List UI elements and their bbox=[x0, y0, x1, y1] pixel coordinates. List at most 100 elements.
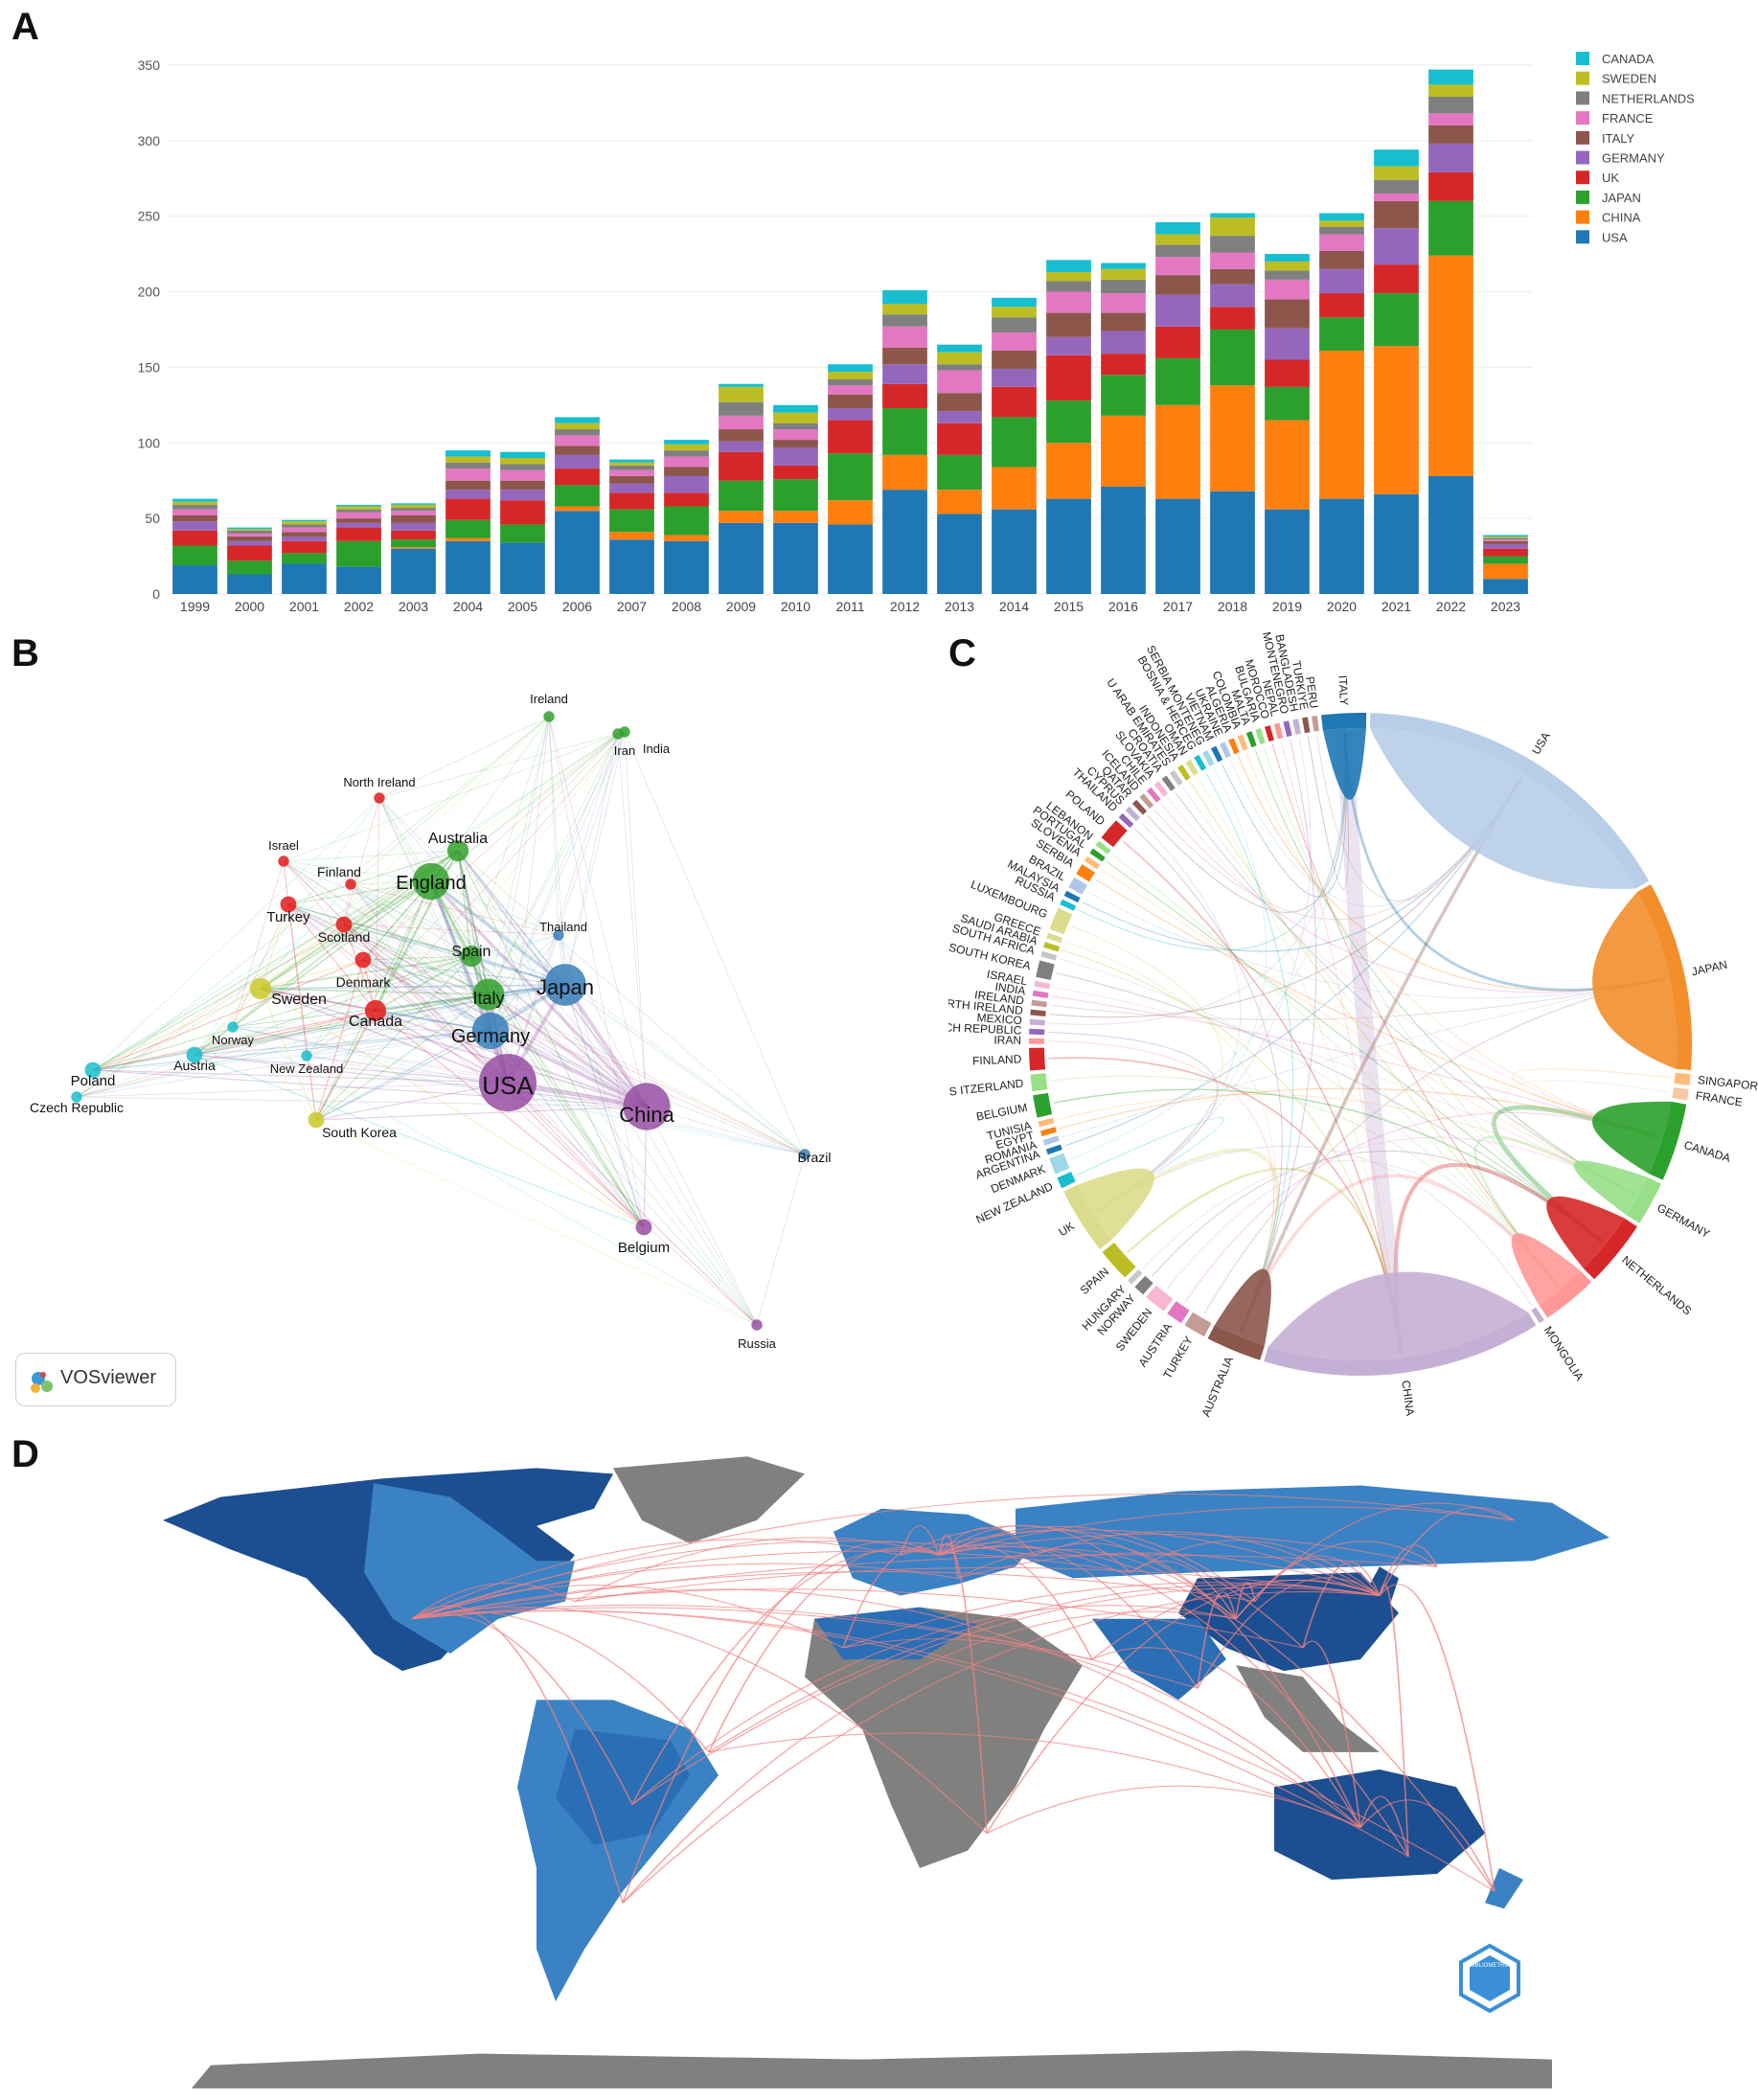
chord-ribbon bbox=[1473, 1135, 1635, 1288]
chord-diagram: USAJAPANSINGAPOREFRANCECANADAGERMANYNETH… bbox=[948, 630, 1758, 1419]
collaboration-link bbox=[708, 1584, 1381, 1753]
chord-ribbon bbox=[1057, 1093, 1634, 1196]
chord-arc bbox=[1167, 1301, 1190, 1324]
bar-segment-japan bbox=[1428, 200, 1473, 256]
collaboration-link bbox=[1302, 1640, 1361, 1828]
network-link bbox=[490, 731, 626, 1032]
bar-segment-china bbox=[1155, 404, 1200, 499]
network-link bbox=[194, 1010, 377, 1056]
network-node-label: USA bbox=[482, 1071, 534, 1100]
collaboration-link bbox=[411, 1605, 624, 1904]
chord-arc bbox=[1292, 719, 1302, 735]
network-link bbox=[260, 959, 364, 990]
legend-swatch bbox=[1576, 171, 1589, 185]
network-links bbox=[76, 716, 806, 1326]
collaboration-link bbox=[1091, 1647, 1361, 1828]
bar-segment-uk bbox=[172, 530, 217, 546]
chord-ribbon bbox=[1175, 792, 1634, 1196]
bar-segment-france bbox=[1046, 291, 1091, 313]
legend-label: CHINA bbox=[1602, 211, 1641, 225]
collaboration-link bbox=[1197, 1577, 1381, 1689]
bar-segment-usa bbox=[1319, 498, 1364, 594]
network-link bbox=[283, 850, 459, 862]
legend-swatch bbox=[1576, 210, 1589, 224]
bar-segment-france bbox=[1374, 193, 1419, 201]
network-node bbox=[227, 1021, 239, 1033]
network-node bbox=[374, 792, 385, 804]
network-link bbox=[283, 860, 432, 882]
bar-segment-germany bbox=[719, 441, 764, 452]
network-link bbox=[194, 955, 472, 1056]
bar-segment-sweden bbox=[882, 304, 927, 315]
bar-segment-sweden bbox=[1046, 272, 1091, 282]
bar-segment-japan bbox=[937, 454, 982, 491]
bar-segment-germany bbox=[227, 540, 272, 546]
legend-swatch bbox=[1576, 52, 1589, 65]
chord-arc bbox=[1040, 1127, 1057, 1137]
x-tick-label: 2000 bbox=[235, 599, 264, 614]
network-link bbox=[306, 1055, 509, 1084]
chord-arc bbox=[1146, 787, 1161, 803]
bar-segment-usa bbox=[1210, 491, 1255, 594]
chord-ribbon bbox=[1182, 787, 1603, 1243]
network-link bbox=[548, 716, 566, 986]
network-node bbox=[446, 839, 469, 862]
chord-ribbon bbox=[1062, 977, 1666, 1138]
bar-segment-uk bbox=[1319, 293, 1364, 318]
network-node-label: Turkey bbox=[266, 909, 310, 925]
network-node bbox=[635, 1219, 652, 1236]
chord-arc bbox=[1084, 856, 1101, 870]
bar-segment-japan bbox=[336, 540, 381, 567]
network-link bbox=[92, 1069, 648, 1107]
network-link bbox=[306, 984, 566, 1057]
network-link bbox=[315, 984, 566, 1121]
network-link bbox=[194, 1054, 509, 1084]
chord-ribbon bbox=[1203, 977, 1666, 1315]
bar-segment-japan bbox=[1210, 329, 1255, 386]
network-link bbox=[92, 1055, 308, 1071]
network-link bbox=[457, 850, 645, 1228]
chord-arc bbox=[1042, 1135, 1060, 1146]
network-link bbox=[564, 984, 645, 1228]
network-link bbox=[260, 988, 317, 1121]
network-link bbox=[306, 733, 619, 1057]
vosviewer-label: VOSviewer bbox=[60, 1367, 157, 1388]
collaboration-link bbox=[574, 1588, 1361, 1828]
collaboration-link bbox=[1130, 1540, 1381, 1596]
bar-segment-usa bbox=[391, 548, 436, 594]
chord-ribbon bbox=[1254, 749, 1634, 1196]
bar-segment-sweden bbox=[992, 307, 1037, 318]
bar-segment-germany bbox=[1046, 336, 1091, 355]
bar-segment-japan bbox=[1101, 375, 1146, 416]
bar-segment-france bbox=[828, 385, 873, 395]
bar-segment-sweden bbox=[445, 456, 491, 463]
network-link bbox=[232, 1026, 758, 1326]
collaboration-link bbox=[938, 1545, 1495, 1892]
bar-segment-sweden bbox=[1374, 166, 1419, 180]
network-link bbox=[378, 716, 550, 799]
chord-country-label: CZECH REPUBLIC bbox=[948, 1020, 1022, 1038]
collaboration-link bbox=[900, 1525, 1237, 1619]
chord-arc bbox=[1118, 812, 1134, 829]
bar-segment-japan bbox=[391, 539, 436, 548]
legend-swatch bbox=[1576, 230, 1589, 244]
bar-segment-france bbox=[1265, 279, 1310, 300]
network-link bbox=[92, 880, 432, 1071]
bar-segment-uk bbox=[882, 383, 927, 408]
bar-segment-france bbox=[391, 511, 436, 515]
network-node-label: Brazil bbox=[797, 1150, 831, 1165]
chord-ribbon bbox=[1198, 777, 1403, 1355]
bar-segment-china bbox=[828, 500, 873, 525]
network-node-label: Denmark bbox=[336, 974, 392, 990]
bar-segment-netherlands bbox=[1210, 236, 1255, 253]
stacked-bar-chart: 0 50 100 150 200 250 300 350 1999 2000 2001 2002 200… bbox=[138, 52, 1695, 614]
chord-arc bbox=[1031, 999, 1047, 1008]
network-link bbox=[564, 984, 806, 1155]
chord-arc bbox=[1029, 1028, 1045, 1036]
chord-country-label: AUSTRALIA bbox=[1199, 1355, 1236, 1419]
chord-arc bbox=[1139, 793, 1154, 810]
bar-segment-uk bbox=[282, 540, 327, 554]
network-link bbox=[488, 731, 626, 995]
chord-arc bbox=[1040, 950, 1058, 961]
bar-segment-uk bbox=[1155, 326, 1200, 358]
